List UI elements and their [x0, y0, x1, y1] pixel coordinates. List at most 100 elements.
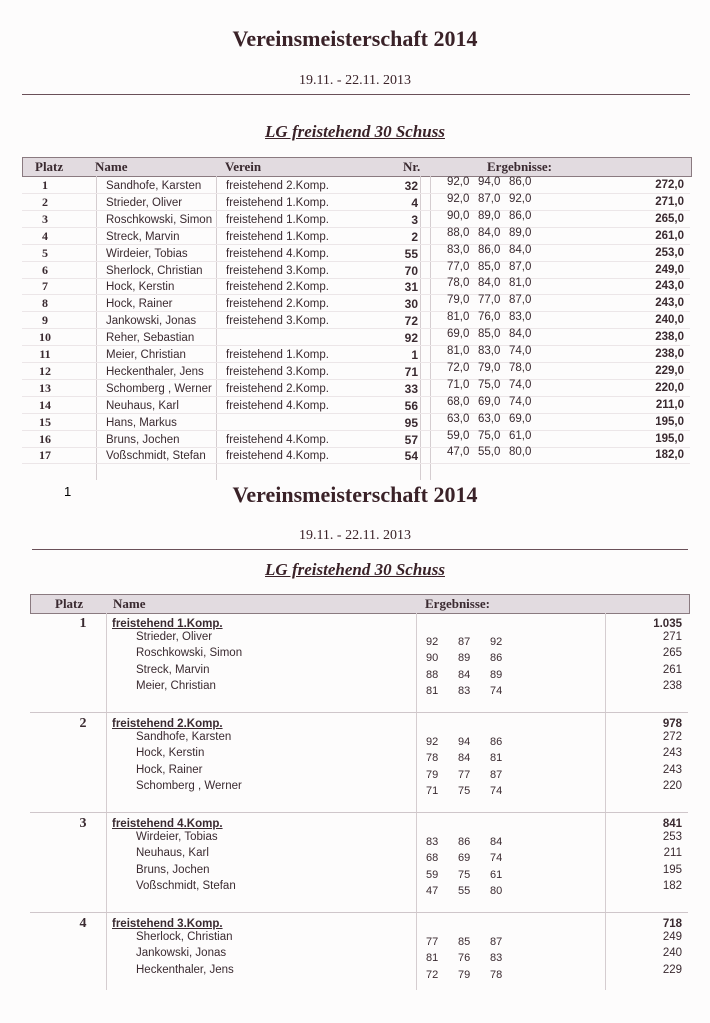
score-2: 55 [458, 884, 471, 897]
shooter-name: Neuhaus, Karl [106, 399, 179, 412]
score-2: 63,0 [478, 412, 501, 425]
score-2: 84,0 [478, 226, 501, 239]
score-3: 80,0 [509, 446, 532, 459]
team-name: freistehend 2.Komp. [112, 718, 223, 730]
header-name: Name [95, 159, 128, 174]
header-ergebnisse: Ergebnisse: [425, 596, 490, 611]
page2-subtitle: LG freistehend 30 Schuss [265, 560, 445, 579]
score-2: 84 [458, 668, 471, 681]
total: 195,0 [655, 432, 684, 445]
score-2: 86,0 [478, 243, 501, 256]
score-2: 79,0 [478, 361, 501, 374]
team-rank: 2 [79, 716, 87, 731]
club: freistehend 3.Komp. [226, 264, 329, 277]
score-2: 55,0 [478, 446, 501, 459]
team-total: 978 [662, 718, 682, 730]
row-divider [22, 446, 690, 448]
club: freistehend 3.Komp. [226, 315, 329, 328]
member-total: 261 [662, 663, 682, 676]
rank: 17 [39, 448, 51, 463]
score-2: 83 [458, 684, 471, 697]
start-number: 57 [404, 432, 418, 447]
total: 238,0 [655, 348, 684, 360]
club: freistehend 1.Komp. [226, 196, 329, 209]
score-1: 92 [426, 736, 439, 748]
total: 220,0 [655, 381, 684, 394]
member-total: 240 [662, 947, 682, 960]
club: freistehend 1.Komp. [226, 349, 329, 361]
score-1: 63,0 [447, 412, 470, 425]
shooter-name: Sherlock, Christian [106, 264, 203, 277]
start-number: 32 [404, 179, 418, 193]
score-1: 88,0 [447, 226, 470, 239]
member-name: Meier, Christian [136, 679, 216, 692]
row-divider [22, 277, 690, 279]
score-1: 92,0 [447, 192, 470, 205]
score-3: 89,0 [509, 226, 532, 239]
member-total: 229 [662, 963, 682, 976]
score-2: 94,0 [478, 176, 501, 188]
score-2: 75,0 [478, 378, 501, 391]
score-3: 92,0 [509, 192, 532, 205]
score-1: 77,0 [447, 260, 470, 273]
header-verein: Verein [225, 159, 262, 174]
score-1: 92,0 [447, 176, 470, 188]
rank: 12 [39, 363, 51, 378]
start-number: 55 [404, 246, 418, 261]
row-divider [22, 226, 690, 228]
team-total: 841 [662, 818, 682, 830]
member-name: Sherlock, Christian [136, 931, 233, 943]
member-total: 182 [662, 879, 682, 892]
row-divider [22, 429, 690, 431]
divider [22, 94, 690, 95]
rank: 1 [42, 178, 48, 192]
score-3: 84,0 [509, 243, 532, 256]
member-name: Schomberg , Werner [136, 779, 242, 792]
score-3: 83 [490, 952, 503, 965]
shooter-name: Sandhofe, Karsten [106, 180, 202, 192]
score-1: 71,0 [447, 378, 470, 391]
total: 243,0 [655, 297, 684, 310]
member-total: 195 [662, 863, 682, 876]
score-3: 84,0 [509, 328, 532, 341]
score-2: 75,0 [478, 429, 501, 442]
score-3: 84 [490, 836, 503, 848]
score-2: 84 [458, 752, 471, 765]
start-number: 2 [411, 229, 418, 244]
score-1: 92 [426, 636, 439, 648]
shooter-name: Strieder, Oliver [106, 196, 183, 209]
score-2: 69 [458, 852, 471, 865]
row-divider [22, 209, 690, 211]
rank: 15 [39, 414, 51, 429]
total: 195,0 [655, 415, 684, 428]
rank: 14 [39, 397, 51, 412]
start-number: 56 [404, 398, 418, 413]
divider [32, 549, 688, 550]
score-3: 78,0 [509, 361, 532, 374]
score-3: 74,0 [509, 345, 532, 357]
score-1: 79,0 [447, 294, 470, 307]
page2-title: Vereinsmeisterschaft 2014 [232, 482, 478, 507]
score-1: 78,0 [447, 277, 470, 290]
score-1: 81 [426, 684, 439, 697]
score-3: 86 [490, 736, 503, 748]
shooter-name: Streck, Marvin [106, 230, 180, 243]
header-ergebnisse: Ergebnisse: [487, 159, 552, 174]
shooter-name: Reher, Sebastian [106, 332, 195, 345]
team-total: 718 [662, 918, 682, 930]
score-2: 84,0 [478, 277, 501, 290]
row-divider [22, 362, 690, 363]
total: 211,0 [655, 398, 684, 411]
rank: 9 [42, 313, 48, 328]
score-1: 68 [426, 852, 439, 865]
score-2: 85,0 [478, 328, 501, 341]
member-total: 272 [662, 731, 682, 743]
header-platz: Platz [55, 596, 84, 611]
rank: 5 [42, 245, 48, 260]
start-number: 54 [404, 449, 418, 464]
score-3: 74,0 [509, 378, 532, 391]
start-number: 95 [404, 415, 418, 430]
club: freistehend 2.Komp. [226, 298, 329, 311]
row-divider [22, 378, 690, 380]
score-1: 69,0 [447, 328, 470, 341]
